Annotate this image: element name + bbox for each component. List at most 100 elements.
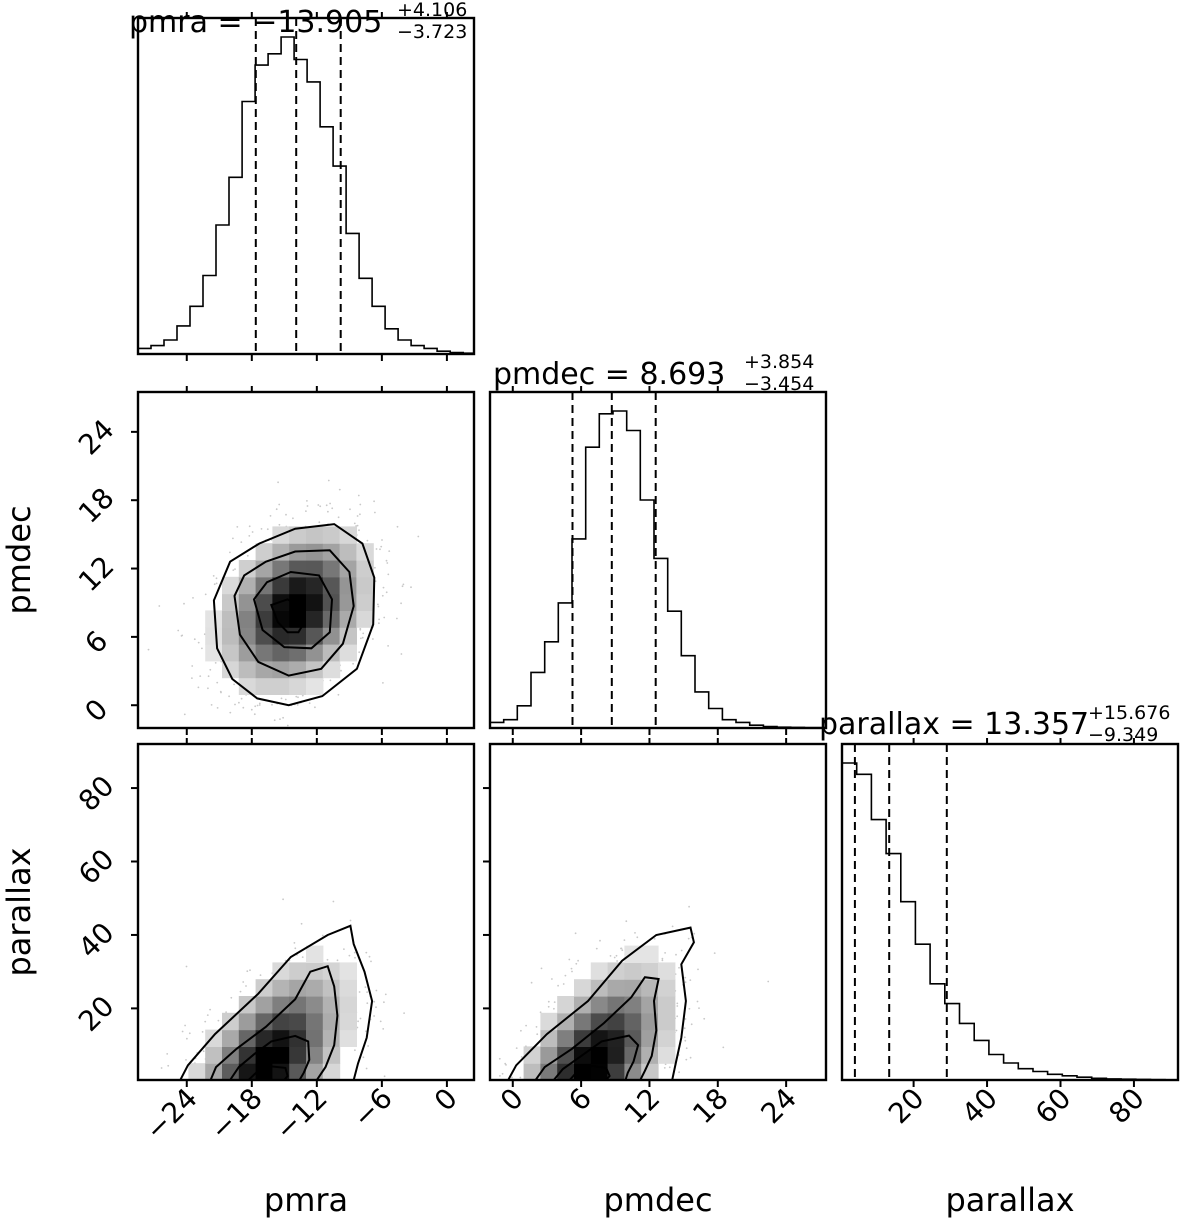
scatter-point <box>215 1092 217 1094</box>
density-cell <box>339 1012 357 1031</box>
contour-level-1 <box>507 926 695 1080</box>
density-cell <box>255 543 273 561</box>
scatter-point <box>205 1093 207 1095</box>
scatter-point <box>525 1129 527 1131</box>
scatter-point <box>493 1216 495 1218</box>
scatter-point <box>191 1191 193 1193</box>
scatter-point <box>511 1076 513 1079</box>
scatter-point <box>590 1084 592 1086</box>
scatter-point <box>689 979 692 981</box>
scatter-point <box>687 937 690 940</box>
density-cell <box>306 627 324 645</box>
density-cell <box>222 1063 240 1080</box>
density-cell <box>590 1029 609 1047</box>
scatter-point <box>602 1082 604 1084</box>
scatter-point <box>227 1168 229 1170</box>
scatter-point <box>504 1062 507 1065</box>
scatter-point <box>274 1085 276 1087</box>
scatter-point <box>253 1171 255 1173</box>
scatter-point <box>332 900 335 903</box>
scatter-point <box>553 1123 555 1125</box>
y-tick-label-pmdec: 18 <box>72 481 121 530</box>
scatter-point <box>266 1139 268 1141</box>
scatter-point <box>267 1088 269 1090</box>
density-panel-pmra-parallax <box>160 898 405 1193</box>
scatter-point <box>263 1090 265 1092</box>
density-cells <box>523 945 676 1080</box>
density-cell <box>306 945 324 963</box>
scatter-point <box>576 1165 578 1167</box>
density-cell <box>590 962 609 980</box>
scatter-point <box>246 1136 248 1138</box>
density-cell <box>322 526 341 544</box>
scatter-point <box>264 1082 266 1084</box>
scatter-point <box>326 958 329 961</box>
scatter-point <box>522 1082 524 1084</box>
scatter-point <box>195 1119 197 1121</box>
scatter-point <box>297 696 299 699</box>
scatter-point <box>540 1144 542 1146</box>
scatter-point <box>625 1139 627 1141</box>
scatter-point <box>197 1132 199 1134</box>
scatter-point <box>276 1089 278 1091</box>
scatter-point <box>520 1158 522 1160</box>
scatter-point <box>634 1083 636 1085</box>
density-cell <box>624 979 642 997</box>
parallax-title-plus: +15.676 <box>1088 702 1170 724</box>
scatter-point <box>202 1151 204 1153</box>
scatter-point <box>273 1104 275 1106</box>
scatter-point <box>267 1099 269 1101</box>
scatter-point <box>183 602 185 605</box>
scatter-point <box>270 1116 272 1118</box>
scatter-point <box>375 548 378 550</box>
scatter-point <box>536 1124 538 1126</box>
density-cell <box>306 1012 324 1031</box>
scatter-point <box>606 1086 608 1088</box>
scatter-point <box>246 1179 248 1181</box>
scatter-point <box>609 1154 611 1156</box>
scatter-point <box>767 980 770 983</box>
scatter-point <box>234 1081 236 1083</box>
scatter-point <box>190 1139 192 1141</box>
scatter-point <box>280 1090 282 1092</box>
density-cell <box>238 560 257 578</box>
x-tick-label-pmra: −24 <box>139 1082 204 1147</box>
scatter-point <box>206 1014 209 1016</box>
scatter-point <box>602 1104 604 1106</box>
scatter-point <box>530 1145 532 1147</box>
scatter-point <box>635 1144 637 1146</box>
scatter-point <box>549 1100 551 1102</box>
scatter-point <box>185 1157 187 1159</box>
scatter-point <box>689 1056 692 1059</box>
scatter-point <box>546 1132 548 1134</box>
scatter-point <box>301 956 304 958</box>
scatter-point <box>284 1095 286 1097</box>
density-cell <box>255 660 273 679</box>
scatter-point <box>258 702 261 705</box>
scatter-point <box>253 1131 255 1133</box>
scatter-point <box>353 951 356 954</box>
scatter-point <box>237 1085 239 1087</box>
x-tick-label-pmra: −6 <box>346 1082 399 1135</box>
scatter-point <box>246 554 249 557</box>
scatter-point <box>556 1088 558 1090</box>
density-cell <box>322 660 341 679</box>
density-cell <box>624 962 642 980</box>
scatter-point <box>556 1150 558 1152</box>
scatter-point <box>321 1082 323 1084</box>
scatter-point <box>593 1083 595 1085</box>
scatter-point <box>195 1093 197 1095</box>
density-cell <box>306 576 324 595</box>
contour-level-2 <box>233 549 355 677</box>
scatter-point <box>612 1150 614 1152</box>
contour-level-4 <box>568 1064 611 1080</box>
scatter-point <box>226 1094 228 1096</box>
scatter-point <box>281 1088 283 1090</box>
scatter-point <box>265 1091 267 1093</box>
scatter-point <box>236 1145 238 1147</box>
scatter-point <box>205 1189 207 1191</box>
scatter-point <box>600 1098 602 1100</box>
scatter-point <box>263 1089 265 1091</box>
scatter-point <box>574 932 577 935</box>
scatter-point <box>533 1143 535 1145</box>
